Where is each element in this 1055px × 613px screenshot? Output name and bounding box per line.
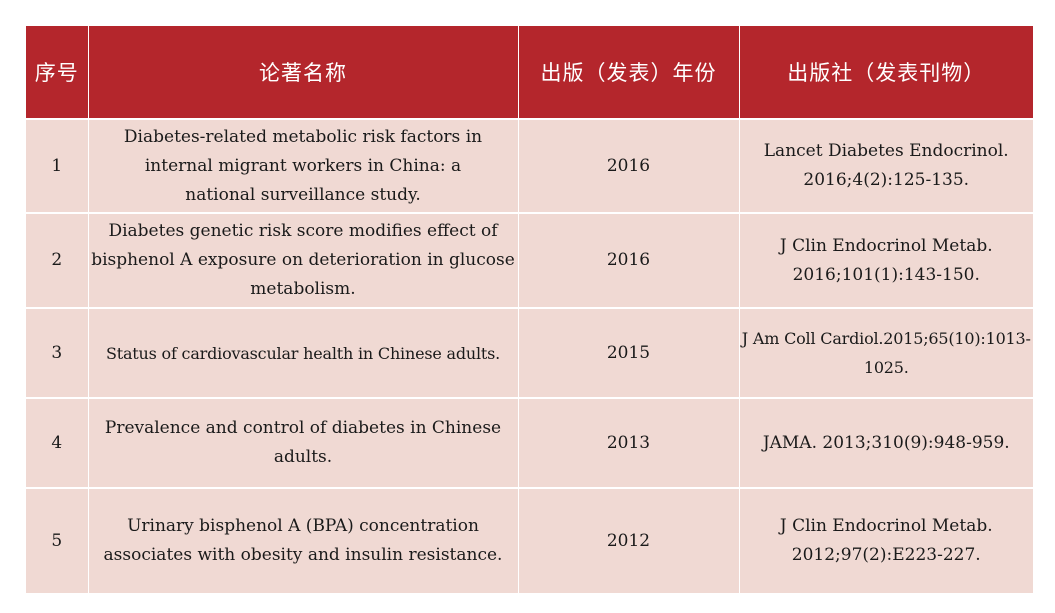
header-index: 序号 (26, 26, 89, 119)
row-publisher: J Clin Endocrinol Metab. 2016;101(1):143… (739, 212, 1033, 308)
row-year: 2015 (518, 307, 740, 398)
table-row: 3 Status of cardiovascular health in Chi… (26, 307, 1033, 398)
row-publisher: J Am Coll Cardiol.2015;65(10):1013-1025. (739, 307, 1033, 398)
row-title: Diabetes genetic risk score modifies eff… (88, 212, 519, 308)
publications-table: 序号 论著名称 出版（发表）年份 出版社（发表刊物） 1 Diabetes-re… (26, 26, 1033, 593)
header-year: 出版（发表）年份 (518, 26, 740, 119)
row-year: 2013 (518, 397, 740, 488)
row-year: 2016 (518, 118, 740, 213)
row-title: Prevalence and control of diabetes in Ch… (88, 397, 519, 488)
row-title: Diabetes-related metabolic risk factors … (88, 118, 519, 213)
row-index: 1 (26, 118, 89, 213)
row-title: Urinary bisphenol A (BPA) concentration … (88, 487, 519, 593)
row-year: 2012 (518, 487, 740, 593)
row-publisher: JAMA. 2013;310(9):948-959. (739, 397, 1033, 488)
header-publisher: 出版社（发表刊物） (739, 26, 1033, 119)
row-index: 3 (26, 307, 89, 398)
table-row: 1 Diabetes-related metabolic risk factor… (26, 118, 1033, 213)
row-index: 5 (26, 487, 89, 593)
row-title: Status of cardiovascular health in Chine… (88, 307, 519, 398)
row-publisher: J Clin Endocrinol Metab. 2012;97(2):E223… (739, 487, 1033, 593)
table-row: 5 Urinary bisphenol A (BPA) concentratio… (26, 487, 1033, 593)
row-publisher: Lancet Diabetes Endocrinol. 2016;4(2):12… (739, 118, 1033, 213)
table-row: 4 Prevalence and control of diabetes in … (26, 397, 1033, 488)
table-header-row: 序号 论著名称 出版（发表）年份 出版社（发表刊物） (26, 26, 1033, 119)
table-row: 2 Diabetes genetic risk score modifies e… (26, 212, 1033, 308)
row-index: 4 (26, 397, 89, 488)
row-year: 2016 (518, 212, 740, 308)
publications-table-container: 序号 论著名称 出版（发表）年份 出版社（发表刊物） 1 Diabetes-re… (26, 26, 1033, 593)
header-title: 论著名称 (88, 26, 519, 119)
row-index: 2 (26, 212, 89, 308)
